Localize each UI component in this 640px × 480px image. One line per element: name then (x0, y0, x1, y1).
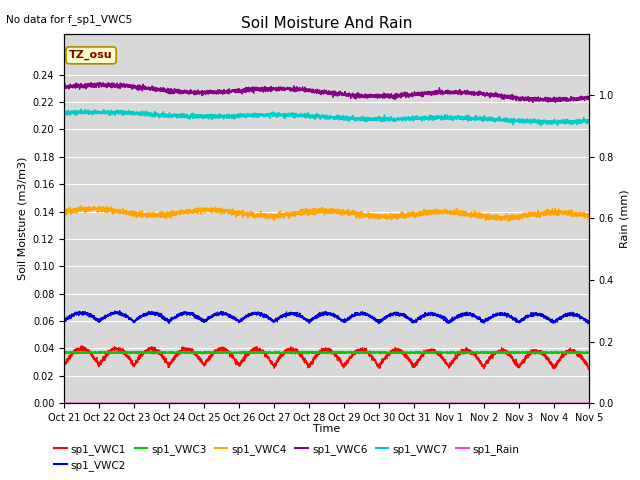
Legend: sp1_VWC1, sp1_VWC2, sp1_VWC3, sp1_VWC4, sp1_VWC6, sp1_VWC7, sp1_Rain: sp1_VWC1, sp1_VWC2, sp1_VWC3, sp1_VWC4, … (50, 439, 524, 475)
Text: No data for f_sp1_VWC5: No data for f_sp1_VWC5 (6, 14, 132, 25)
Title: Soil Moisture And Rain: Soil Moisture And Rain (241, 16, 412, 31)
Y-axis label: Soil Moisture (m3/m3): Soil Moisture (m3/m3) (17, 156, 27, 280)
Text: TZ_osu: TZ_osu (69, 50, 113, 60)
X-axis label: Time: Time (313, 424, 340, 434)
Y-axis label: Rain (mm): Rain (mm) (620, 189, 630, 248)
